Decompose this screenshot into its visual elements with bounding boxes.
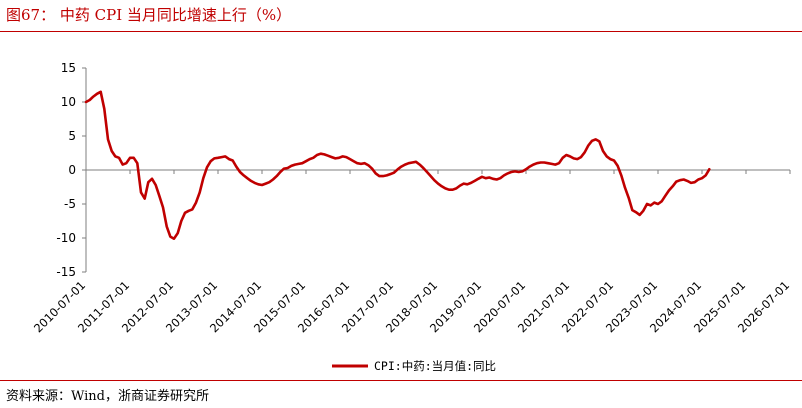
footer-rule (0, 380, 802, 381)
y-axis: -15 -10 -5 0 5 10 15 (56, 61, 87, 279)
legend-label: CPI:中药:当月值:同比 (374, 359, 496, 373)
y-tick-label: 15 (61, 61, 76, 75)
y-tick-label: -5 (64, 197, 76, 211)
y-tick-label: 0 (68, 163, 76, 177)
series-layer (84, 90, 711, 240)
y-tick-label: -15 (56, 265, 76, 279)
y-tick-label: 10 (61, 95, 76, 109)
y-tick-label: 5 (68, 129, 76, 143)
legend: CPI:中药:当月值:同比 (332, 359, 496, 373)
y-tick-label: -10 (56, 231, 76, 245)
title-rule (0, 31, 802, 32)
series-line (84, 90, 711, 240)
source-note: 资料来源：Wind，浙商证券研究所 (6, 389, 209, 404)
figure-title: 图67： 中药 CPI 当月同比增速上行（%） (6, 6, 292, 24)
